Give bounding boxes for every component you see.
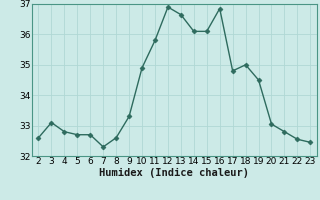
X-axis label: Humidex (Indice chaleur): Humidex (Indice chaleur) [100,168,249,178]
